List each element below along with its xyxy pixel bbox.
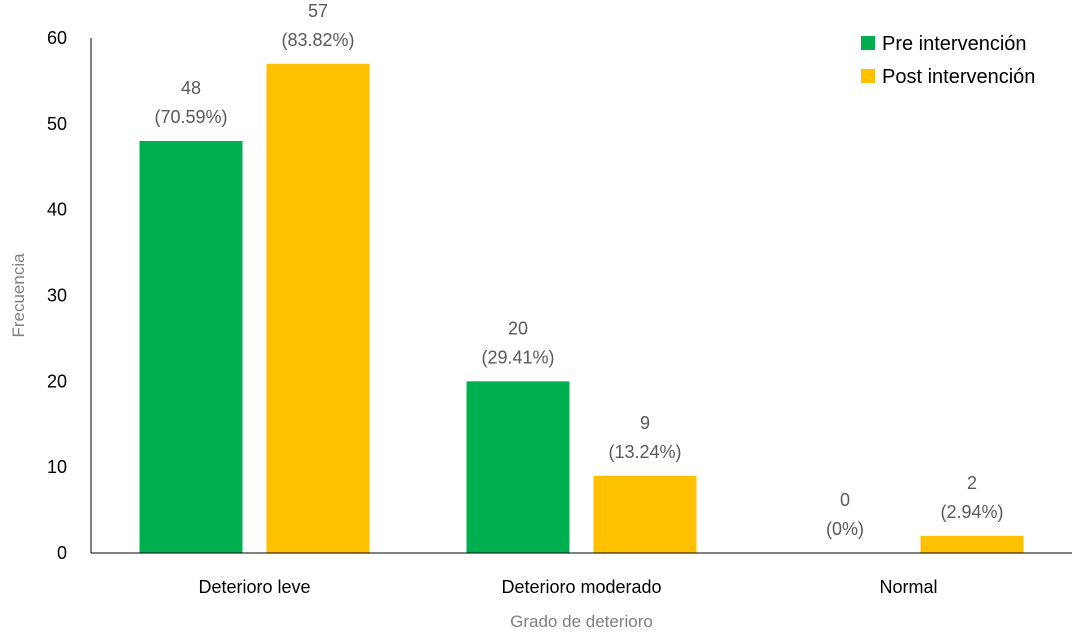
- y-axis-title: Frecuencia: [9, 253, 28, 338]
- x-axis-title: Grado de deterioro: [510, 612, 653, 631]
- bar-value-label: 2: [967, 473, 977, 493]
- legend-swatch: [861, 69, 875, 83]
- y-tick-label: 60: [47, 28, 67, 48]
- bar: [139, 141, 243, 553]
- bar-percent-label: (29.41%): [481, 347, 554, 367]
- bar-percent-label: (13.24%): [608, 442, 681, 462]
- bar-value-label: 0: [840, 490, 850, 510]
- legend-label: Post intervención: [882, 66, 1035, 88]
- bar: [466, 381, 570, 553]
- bar-value-label: 48: [181, 78, 201, 98]
- bar-value-label: 20: [508, 318, 528, 338]
- bar: [920, 535, 1024, 553]
- y-axis-ticks: 0 10 20 30 40 50 60: [47, 28, 67, 563]
- x-category-label: Deterioro leve: [198, 577, 310, 597]
- y-tick-label: 40: [47, 200, 67, 220]
- bars-layer: [139, 63, 1024, 553]
- bar-percent-label: (83.82%): [281, 30, 354, 50]
- data-labels-layer: 48 (70.59%) 57 (83.82%) 20 (29.41%) 9 (13.24%) 0…: [154, 1, 1003, 539]
- bar-value-label: 9: [640, 413, 650, 433]
- bar-percent-label: (2.94%): [940, 502, 1003, 522]
- x-category-label: Deterioro moderado: [501, 577, 661, 597]
- bar-value-label: 57: [308, 1, 328, 21]
- y-tick-label: 20: [47, 371, 67, 391]
- legend: Pre intervención Post intervención: [861, 33, 1035, 88]
- y-tick-label: 10: [47, 457, 67, 477]
- bar-percent-label: (70.59%): [154, 107, 227, 127]
- y-tick-label: 50: [47, 114, 67, 134]
- x-category-label: Normal: [879, 577, 937, 597]
- bar: [593, 475, 697, 553]
- x-axis-categories: Deterioro leve Deterioro moderado Normal: [198, 577, 937, 597]
- y-tick-label: 0: [57, 543, 67, 563]
- legend-label: Pre intervención: [882, 33, 1027, 55]
- legend-swatch: [861, 36, 875, 50]
- bar: [266, 63, 370, 553]
- bar-percent-label: (0%): [826, 519, 864, 539]
- y-tick-label: 30: [47, 286, 67, 306]
